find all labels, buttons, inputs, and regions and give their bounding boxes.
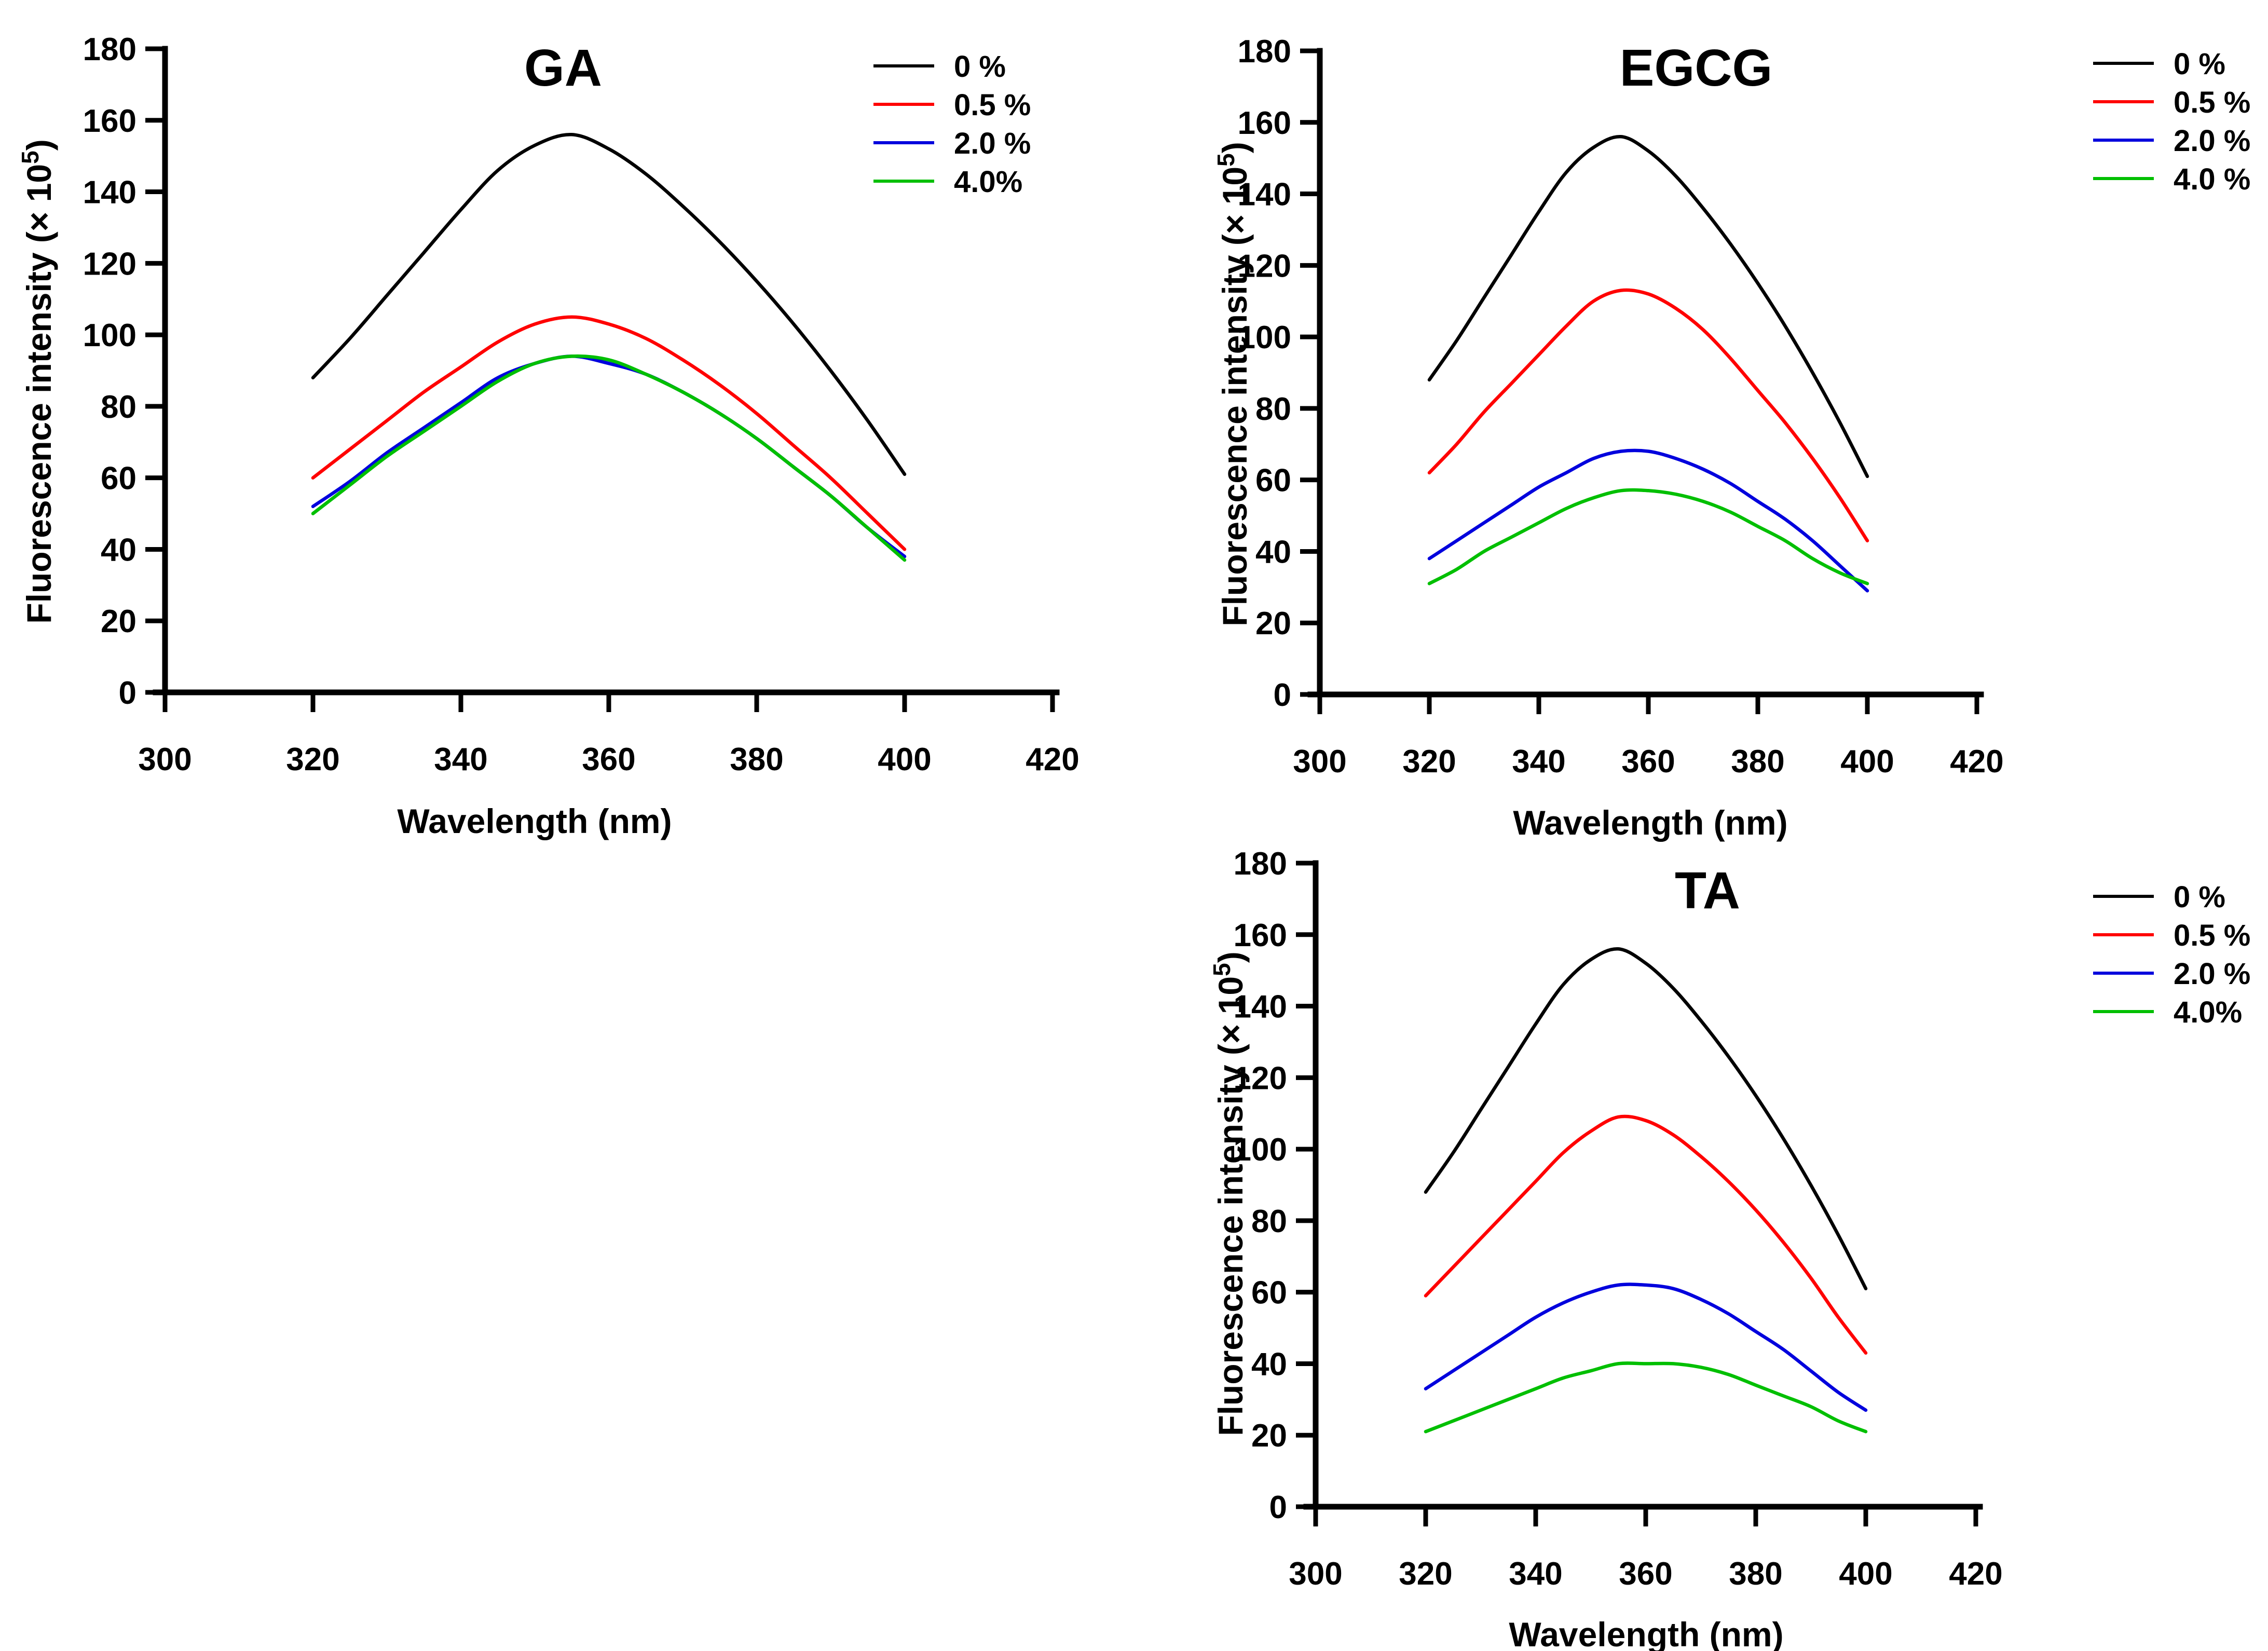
x-tick-label: 420 <box>1949 1556 2002 1592</box>
x-tick-label: 320 <box>1399 1556 1452 1592</box>
series-line-4.0% <box>311 354 907 562</box>
y-tick-label: 80 <box>101 389 136 425</box>
y-tick-label: 20 <box>1251 1418 1287 1454</box>
series-line-0.5% <box>1424 1114 1868 1355</box>
y-tick-label: 60 <box>1255 463 1291 499</box>
series-line-0% <box>311 133 907 476</box>
series-line-0% <box>1427 135 1869 479</box>
y-tick-label: 180 <box>1238 34 1291 70</box>
y-tick-label: 20 <box>101 604 136 639</box>
y-tick-label: 0 <box>1269 1490 1287 1525</box>
y-axis-title: Fluorescence intensity (× 105) <box>17 139 58 623</box>
x-tick-label: 320 <box>1402 744 1456 780</box>
y-tick-label: 60 <box>1251 1275 1287 1311</box>
series-line-2.0% <box>1424 1282 1868 1412</box>
x-tick-label: 380 <box>1731 744 1784 780</box>
series-line-0.5% <box>1427 288 1869 543</box>
y-tick-label: 120 <box>1234 1060 1287 1096</box>
legend: 0 % 0.5 % 2.0 % 4.0% <box>2093 880 2250 1029</box>
series-line-4.0% <box>1424 1361 1868 1434</box>
legend-label: 0 % <box>2174 47 2225 81</box>
x-tick-label: 340 <box>1512 744 1565 780</box>
y-tick-label: 40 <box>1251 1346 1287 1382</box>
y-tick-label: 100 <box>1234 1132 1287 1168</box>
y-tick-label: 160 <box>83 103 136 139</box>
series-line-0% <box>1424 947 1868 1291</box>
y-tick-label: 100 <box>1238 320 1291 356</box>
chart-title: EGCG <box>1620 39 1772 97</box>
legend-label: 0.5 % <box>2174 919 2250 952</box>
y-tick-label: 120 <box>1238 248 1291 284</box>
y-tick-label: 180 <box>1234 846 1287 882</box>
x-tick-label: 420 <box>1026 742 1079 777</box>
x-tick-label: 340 <box>1509 1556 1562 1592</box>
x-tick-label: 400 <box>878 742 931 777</box>
legend: 0 % 0.5 % 2.0 % 4.0 % <box>2093 47 2250 196</box>
series-line-0.5% <box>311 315 907 551</box>
x-tick-label: 320 <box>286 742 339 777</box>
x-tick-label: 380 <box>730 742 783 777</box>
x-axis-title: Wavelength (nm) <box>1513 803 1787 842</box>
y-tick-label: 0 <box>119 675 136 711</box>
y-tick-label: 160 <box>1234 918 1287 953</box>
x-tick-label: 380 <box>1729 1556 1782 1592</box>
y-tick-label: 40 <box>1255 534 1291 570</box>
x-tick-label: 420 <box>1950 744 2003 780</box>
legend-label: 4.0 % <box>2174 162 2250 196</box>
y-tick-label: 60 <box>101 461 136 497</box>
y-tick-label: 140 <box>1238 177 1291 213</box>
y-tick-label: 140 <box>1234 989 1287 1025</box>
y-axis-title: Fluorescence intensity (× 105) <box>1212 142 1254 626</box>
x-tick-label: 300 <box>138 742 192 777</box>
x-axis-title: Wavelength (nm) <box>1509 1615 1783 1651</box>
series-line-2.0% <box>1427 448 1869 593</box>
legend-label: 2.0 % <box>2174 957 2250 991</box>
y-tick-label: 40 <box>101 532 136 568</box>
x-tick-label: 300 <box>1293 744 1346 780</box>
x-tick-label: 360 <box>582 742 635 777</box>
chart-title: GA <box>524 39 602 97</box>
x-tick-label: 300 <box>1289 1556 1342 1592</box>
y-tick-label: 180 <box>83 32 136 67</box>
legend: 0 % 0.5 % 2.0 % 4.0% <box>873 50 1031 199</box>
x-tick-label: 400 <box>1839 1556 1892 1592</box>
x-tick-label: 400 <box>1840 744 1894 780</box>
chart-title: TA <box>1675 862 1740 920</box>
legend-label: 2.0 % <box>954 127 1031 160</box>
y-tick-label: 100 <box>83 318 136 353</box>
legend-label: 4.0% <box>2174 995 2242 1029</box>
y-tick-label: 80 <box>1255 391 1291 427</box>
legend-label: 0 % <box>954 50 1006 84</box>
chart-panel-EGCG: 300 320 340 360 380 400 420 0 20 40 60 80 100 120 140 1… <box>1212 34 2250 842</box>
chart-panel-TA: 300 320 340 360 380 400 420 0 20 40 60 80 100 120 140 1… <box>1208 846 2250 1651</box>
x-tick-label: 340 <box>434 742 487 777</box>
legend-label: 2.0 % <box>2174 124 2250 158</box>
y-axis-title: Fluorescence intensity (× 105) <box>1208 951 1250 1436</box>
x-tick-label: 360 <box>1619 1556 1672 1592</box>
y-tick-label: 160 <box>1238 105 1291 141</box>
legend-label: 0.5 % <box>2174 86 2250 119</box>
chart-panel-GA: 300 320 340 360 380 400 420 0 20 40 60 80 100 120 140 1… <box>17 32 1080 840</box>
legend-label: 0 % <box>2174 880 2225 914</box>
y-tick-label: 140 <box>83 175 136 211</box>
y-tick-label: 20 <box>1255 606 1291 642</box>
legend-label: 4.0% <box>954 165 1022 199</box>
y-tick-label: 0 <box>1274 677 1291 713</box>
y-tick-label: 120 <box>83 246 136 282</box>
x-tick-label: 360 <box>1621 744 1675 780</box>
y-tick-label: 80 <box>1251 1204 1287 1239</box>
legend-label: 0.5 % <box>954 88 1031 122</box>
x-axis-title: Wavelength (nm) <box>397 802 672 840</box>
series-line-4.0% <box>1427 488 1869 585</box>
